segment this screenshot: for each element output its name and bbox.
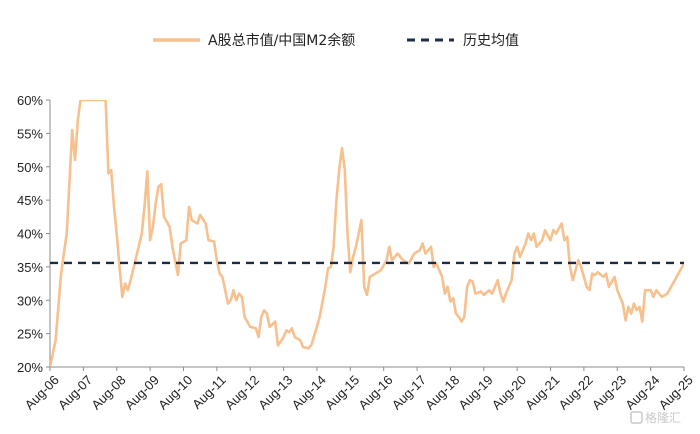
x-tick-label: Aug-16 xyxy=(355,372,395,412)
legend-label-historical-mean: 历史均值 xyxy=(463,33,519,49)
legend: A股总市值/中国M2余额 历史均值 xyxy=(153,32,519,49)
y-tick-label: 45% xyxy=(17,193,43,208)
watermark: 格隆汇 xyxy=(630,410,681,425)
legend-label-market-cap-ratio: A股总市值/中国M2余额 xyxy=(208,32,355,49)
x-tick-label: Aug-07 xyxy=(55,372,95,412)
x-tick-label: Aug-19 xyxy=(455,372,495,412)
x-tick-label: Aug-22 xyxy=(556,372,596,412)
x-tick-label: Aug-11 xyxy=(189,372,229,412)
x-tick-label: Aug-06 xyxy=(22,372,62,412)
x-tick-label: Aug-15 xyxy=(322,372,362,412)
x-tick-label: Aug-18 xyxy=(422,372,462,412)
watermark-text: 格隆汇 xyxy=(645,410,681,425)
y-tick-label: 55% xyxy=(17,126,43,141)
y-tick-label: 30% xyxy=(17,293,43,308)
y-tick-label: 60% xyxy=(17,93,43,108)
x-tick-label: Aug-25 xyxy=(656,372,696,412)
y-tick-label: 50% xyxy=(17,160,43,175)
y-tick-label: 25% xyxy=(17,327,43,342)
x-tick-label: Aug-17 xyxy=(389,372,429,412)
y-tick-label: 20% xyxy=(17,360,43,375)
x-tick-label: Aug-21 xyxy=(522,372,562,412)
x-tick-label: Aug-14 xyxy=(289,372,329,412)
plot-area xyxy=(50,100,684,367)
x-tick-label: Aug-13 xyxy=(255,372,295,412)
x-tick-label: Aug-24 xyxy=(622,372,662,412)
y-tick-label: 40% xyxy=(17,227,43,242)
x-tick-label: Aug-23 xyxy=(589,372,629,412)
x-tick-label: Aug-20 xyxy=(489,372,529,412)
x-tick-label: Aug-12 xyxy=(222,372,262,412)
watermark-logo-icon xyxy=(630,411,643,424)
x-tick-label: Aug-09 xyxy=(122,372,162,412)
series-line-market-cap-ratio xyxy=(50,100,684,367)
y-tick-label: 35% xyxy=(17,260,43,275)
x-tick-label: Aug-08 xyxy=(88,372,128,412)
x-tick-label: Aug-10 xyxy=(155,372,195,412)
